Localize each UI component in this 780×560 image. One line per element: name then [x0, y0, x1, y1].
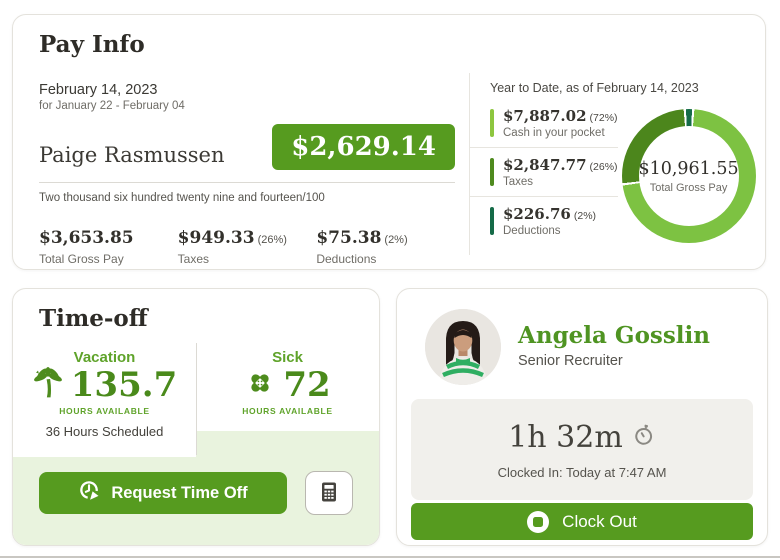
cash-pct: (72%) [589, 112, 618, 124]
vacation-hours: 135.7 [70, 364, 178, 405]
year-to-date-section: Year to Date, as of February 14, 2023 $7… [469, 73, 765, 255]
clock-out-button[interactable]: Clock Out [411, 503, 753, 540]
taxes-label: Taxes [177, 252, 210, 266]
ytd-total-amount: $10,961.55 [638, 158, 739, 179]
pay-stub-section: Pay Info February 14, 2023 for January 2… [13, 15, 469, 269]
time-tracker-panel: 1h 32m Clocked In: Today at 7:47 AM [411, 399, 753, 500]
calculator-icon [317, 480, 341, 507]
stop-icon [527, 510, 550, 533]
request-time-off-button[interactable]: Request Time Off [39, 472, 287, 514]
ytd-title: Year to Date, as of February 14, 2023 [490, 81, 699, 95]
pay-period: for January 22 - February 04 [39, 100, 185, 112]
ytd-total-label: Total Gross Pay [649, 181, 728, 194]
sick-balance: Sick [196, 341, 379, 431]
divider [39, 182, 455, 183]
amount-in-words: Two thousand six hundred twenty nine and… [39, 192, 325, 204]
request-time-off-label: Request Time Off [111, 483, 248, 502]
ytd-taxes-pct: (26%) [589, 161, 618, 173]
breakdown-taxes: $949.33 (26%) Taxes [178, 228, 317, 266]
sick-unit: HOURS AVAILABLE [242, 406, 333, 416]
clocked-in-status: Clocked In: Today at 7:47 AM [497, 465, 667, 480]
legend-swatch [490, 158, 494, 186]
vacation-balance: Vacation 135.7 [13, 341, 196, 457]
deductions-label: Deductions [316, 252, 377, 266]
ytd-taxes-amount: $2,847.77 [503, 156, 587, 174]
net-pay-badge: $2,629.14 [272, 124, 455, 170]
sick-hours: 72 [283, 364, 331, 405]
legend-swatch [490, 109, 494, 137]
gross-label: Total Gross Pay [39, 252, 124, 266]
legend-swatch [490, 207, 494, 235]
pay-breakdown: $3,653.85 Total Gross Pay $949.33 (26%) T… [39, 228, 455, 266]
legend-item-deductions: $226.76 (2%) Deductions [470, 196, 618, 245]
bandage-icon [244, 367, 276, 404]
request-clock-icon [78, 479, 101, 507]
gross-amount: $3,653.85 [39, 228, 134, 248]
time-off-calculator-button[interactable] [305, 471, 353, 515]
vacation-unit: HOURS AVAILABLE [59, 406, 150, 416]
time-off-card: Time-off Vacation [12, 288, 380, 546]
legend-item-taxes: $2,847.77 (26%) Taxes [470, 147, 618, 196]
time-off-title: Time-off [39, 305, 148, 332]
ytd-deductions-amount: $226.76 [503, 205, 571, 223]
breakdown-gross: $3,653.85 Total Gross Pay [39, 228, 178, 266]
pay-date: February 14, 2023 [39, 82, 158, 98]
deductions-amount: $75.38 [316, 228, 382, 248]
legend-item-cash: $7,887.02 (72%) Cash in your pocket [470, 99, 618, 147]
avatar [425, 309, 501, 385]
clock-out-label: Clock Out [562, 511, 637, 531]
employee-role: Senior Recruiter [518, 353, 623, 369]
breakdown-deductions: $75.38 (2%) Deductions [316, 228, 455, 266]
ytd-deductions-pct: (2%) [573, 210, 597, 222]
taxes-pct: (26%) [257, 234, 287, 246]
pay-info-card: Pay Info February 14, 2023 for January 2… [12, 14, 766, 270]
vacation-label: Vacation [73, 349, 136, 366]
employee-card: Angela Gosslin Senior Recruiter 1h 32m [396, 288, 768, 546]
deductions-pct: (2%) [384, 234, 408, 246]
column-divider [196, 343, 197, 455]
cash-label: Cash in your pocket [503, 127, 605, 139]
employee-profile-name: Angela Gosslin [518, 322, 711, 349]
employee-name: Paige Rasmussen [39, 143, 225, 167]
sick-label: Sick [272, 349, 303, 366]
palm-tree-icon [32, 367, 64, 404]
cash-amount: $7,887.02 [503, 107, 587, 125]
ytd-taxes-label: Taxes [503, 176, 534, 188]
elapsed-time: 1h 32m [508, 420, 623, 455]
taxes-amount: $949.33 [177, 228, 255, 248]
ytd-donut-chart: $10,961.55 Total Gross Pay [621, 109, 756, 243]
ytd-deductions-label: Deductions [503, 225, 561, 237]
stopwatch-icon [632, 420, 656, 455]
vacation-scheduled: 36 Hours Scheduled [45, 424, 164, 439]
pay-info-title: Pay Info [39, 31, 145, 58]
ytd-legend: $7,887.02 (72%) Cash in your pocket $2,84… [470, 99, 618, 245]
